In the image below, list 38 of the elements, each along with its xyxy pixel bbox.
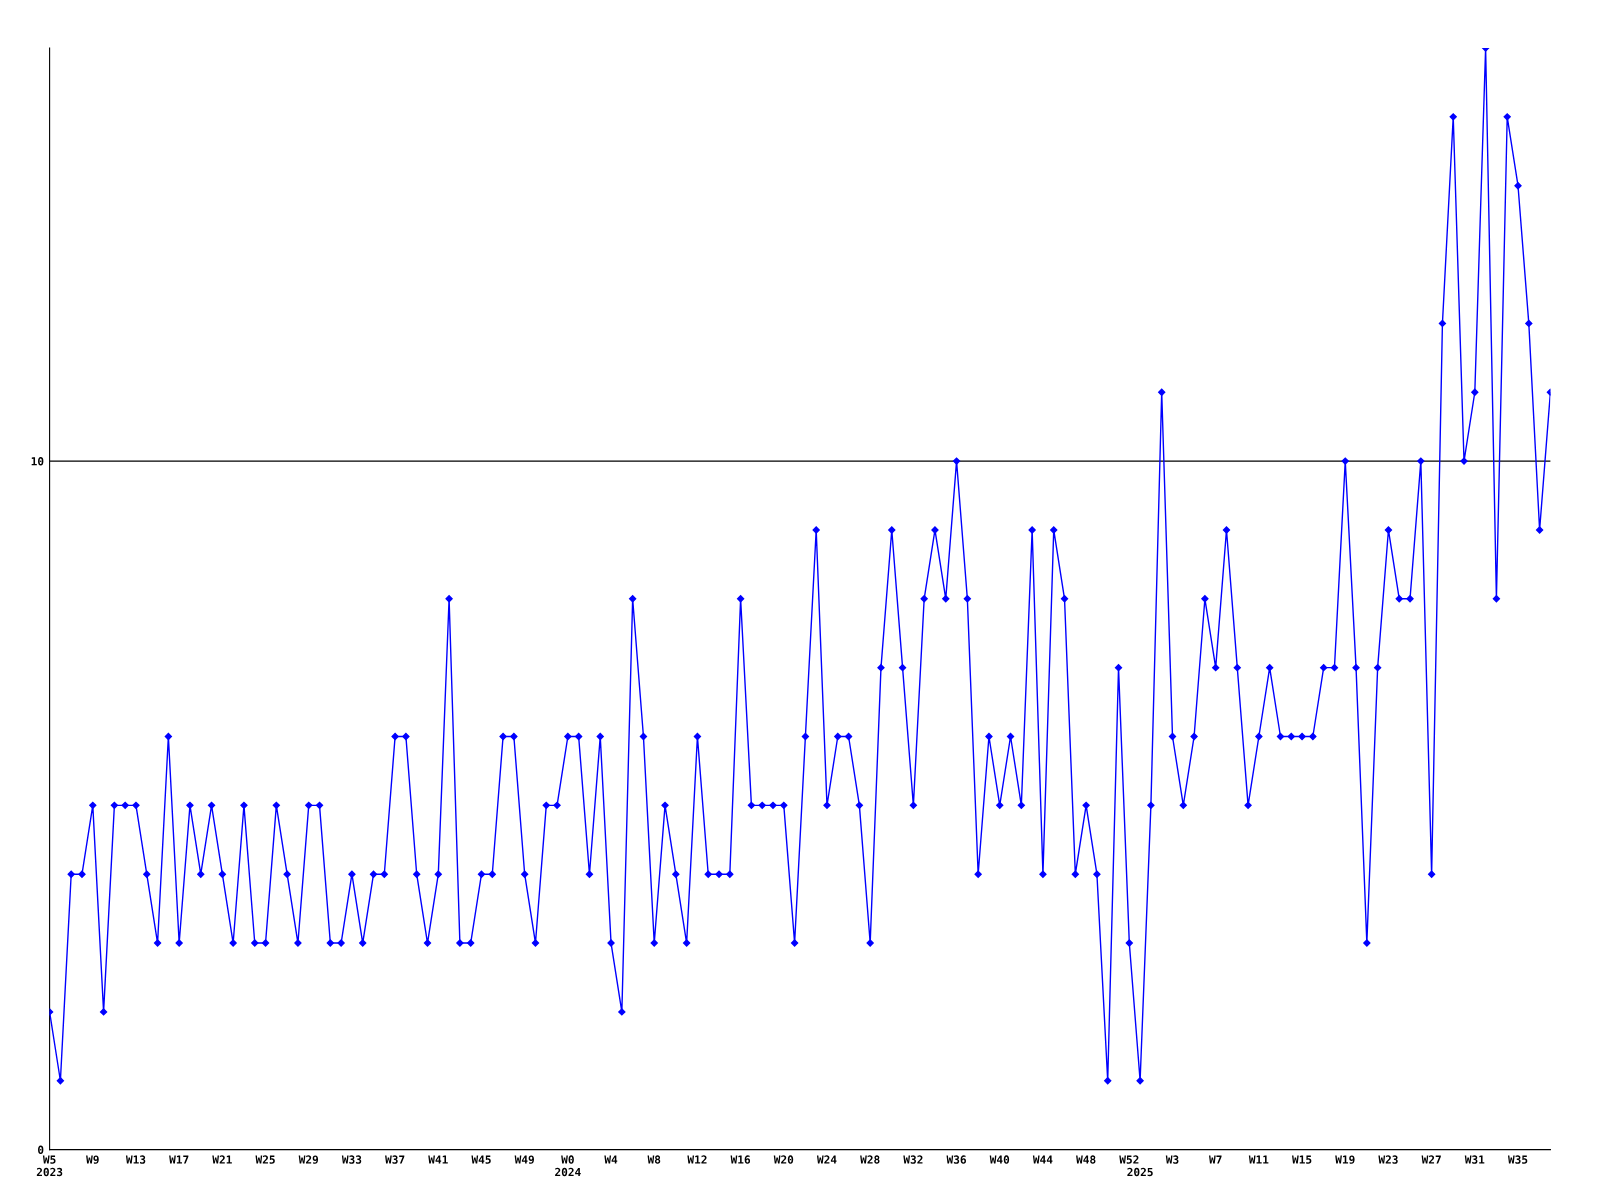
x-tick-label: W19 bbox=[1335, 1155, 1355, 1164]
x-tick-label: W16 bbox=[730, 1155, 751, 1164]
x-tick-label: W13 bbox=[125, 1155, 146, 1164]
x-tick-label: W24 bbox=[816, 1155, 837, 1164]
x-tick-label: W12 bbox=[687, 1155, 707, 1164]
y-tick-label: 0 bbox=[38, 1145, 44, 1154]
x-tick-label: W25 bbox=[255, 1155, 275, 1164]
x-tick-label: W3 bbox=[1165, 1155, 1179, 1164]
x-tick-label: W31 bbox=[1464, 1155, 1485, 1164]
x-tick-label: W36 bbox=[946, 1155, 966, 1164]
x-tick-label: W4 bbox=[604, 1155, 618, 1164]
x-tick-label: W44 bbox=[1032, 1155, 1053, 1164]
x-tick-label: W52 bbox=[1119, 1155, 1139, 1164]
y-tick-label: 10 bbox=[31, 457, 44, 466]
x-tick-label: W8 bbox=[647, 1155, 661, 1164]
x-tick-label: W20 bbox=[773, 1155, 794, 1164]
x-tick-label: W9 bbox=[86, 1155, 99, 1164]
x-tick-label: W17 bbox=[169, 1155, 189, 1164]
x-tick-label: W33 bbox=[341, 1155, 362, 1164]
x-tick-label: W35 bbox=[1507, 1155, 1528, 1164]
x-tick-label: W49 bbox=[514, 1155, 534, 1164]
x-tick-label: W45 bbox=[471, 1155, 491, 1164]
x-tick-label: W37 bbox=[385, 1155, 405, 1164]
x-tick-label: 2025 bbox=[1127, 1167, 1153, 1177]
x-tick-label: W29 bbox=[298, 1155, 319, 1164]
x-tick-label: W32 bbox=[903, 1155, 923, 1164]
x-tick-label: W48 bbox=[1076, 1155, 1096, 1164]
x-tick-label: W11 bbox=[1248, 1155, 1269, 1164]
x-tick-label: W15 bbox=[1292, 1155, 1312, 1164]
x-tick-label: W5 2023 bbox=[36, 1155, 63, 1177]
x-tick-label: W40 bbox=[989, 1155, 1010, 1164]
x-tick-label: W7 bbox=[1209, 1155, 1222, 1164]
x-tick-label: W28 bbox=[860, 1155, 880, 1164]
x-tick-label: W27 bbox=[1421, 1155, 1441, 1164]
x-tick-label: W21 bbox=[212, 1155, 232, 1164]
x-tick-label: W23 bbox=[1378, 1155, 1398, 1164]
x-tick-label: W0 2024 bbox=[555, 1155, 581, 1177]
x-tick-label: W41 bbox=[428, 1155, 448, 1164]
